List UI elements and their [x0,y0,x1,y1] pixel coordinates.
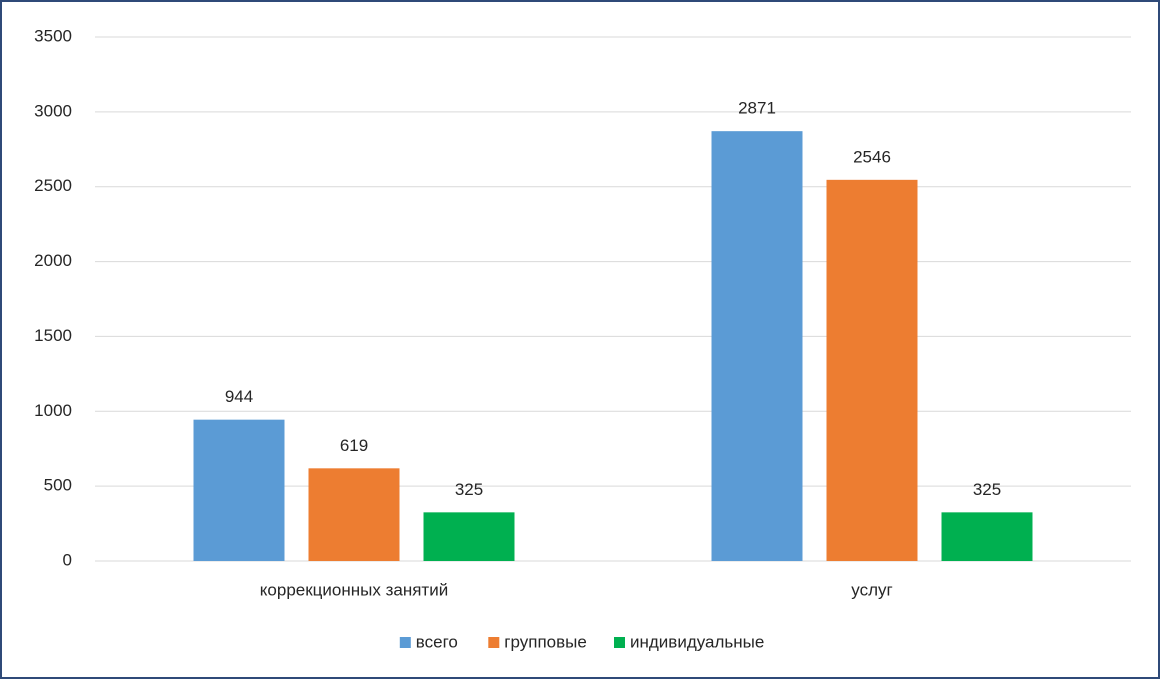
legend-swatch [614,637,625,648]
bar [423,512,515,561]
data-label: 2546 [853,147,891,166]
legend-swatch [488,637,500,648]
y-tick-label: 3500 [34,26,72,45]
y-tick-label: 1000 [34,401,72,420]
bar [308,468,400,561]
bar [941,512,1033,561]
data-label: 619 [340,436,368,455]
y-tick-label: 2500 [34,176,72,195]
y-tick-label: 3000 [34,101,72,120]
bar [826,179,918,561]
bar [193,419,285,561]
legend-swatch [399,637,411,648]
data-label: 944 [225,387,253,406]
data-label: 2871 [738,99,776,118]
data-label: 325 [973,480,1001,499]
y-tick-label: 2000 [34,251,72,270]
x-tick-label: услуг [851,580,892,599]
legend-label: групповые [504,632,587,651]
y-tick-label: 1500 [34,326,72,345]
data-label: 325 [455,480,483,499]
legend-label: всего [416,632,458,651]
bar [711,131,803,561]
legend-label: индивидуальные [630,632,764,651]
y-tick-label: 500 [44,476,72,495]
y-tick-label: 0 [63,550,72,569]
x-tick-label: коррекционных занятий [260,580,448,599]
